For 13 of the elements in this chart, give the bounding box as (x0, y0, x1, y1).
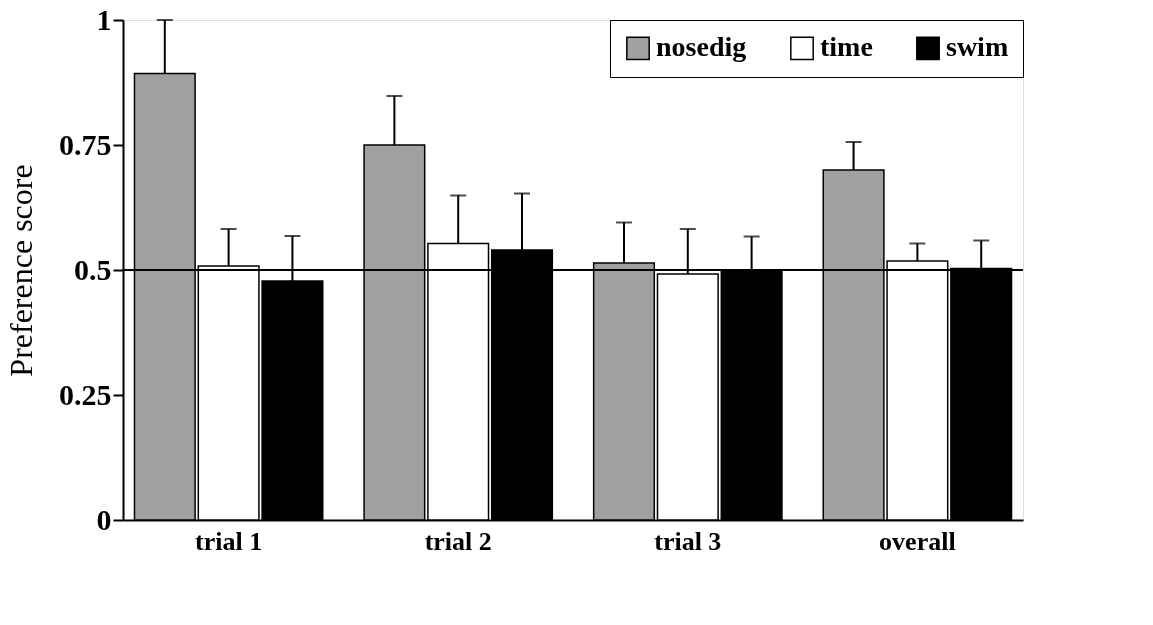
y-tick-label: 1 (96, 2, 112, 36)
x-tick-label: trial 2 (424, 526, 492, 556)
y-tick-label: 0.75 (59, 127, 112, 161)
y-tick-label: 0 (96, 502, 112, 536)
y-tick-label: 0.5 (74, 252, 112, 286)
y-axis-title: Preference score (3, 164, 39, 377)
legend-label: time (820, 31, 873, 63)
legend-label: nosedig (656, 31, 747, 63)
x-tick-label: trial 1 (195, 526, 263, 556)
legend-label: swim (946, 31, 1009, 63)
y-tick-label: 0.25 (59, 377, 112, 411)
x-tick-label: overall (879, 526, 956, 556)
x-tick-label: trial 3 (654, 526, 722, 556)
